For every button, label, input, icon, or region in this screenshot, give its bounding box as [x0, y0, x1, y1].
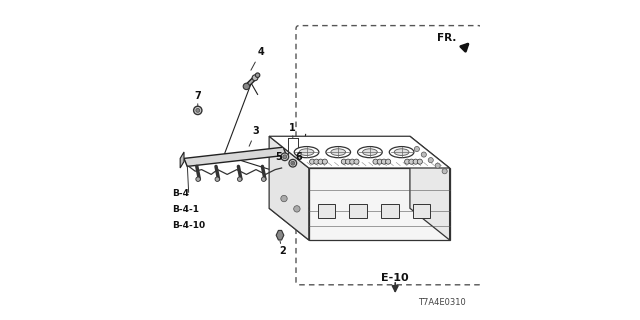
Circle shape — [414, 147, 419, 152]
Circle shape — [349, 159, 355, 164]
Text: 3: 3 — [249, 125, 259, 146]
Ellipse shape — [394, 149, 409, 156]
Circle shape — [417, 159, 422, 164]
Circle shape — [341, 159, 346, 164]
Polygon shape — [184, 147, 287, 166]
Circle shape — [413, 159, 418, 164]
Circle shape — [255, 73, 260, 77]
Ellipse shape — [326, 147, 351, 158]
Circle shape — [310, 159, 315, 164]
Polygon shape — [269, 136, 309, 240]
Circle shape — [237, 177, 242, 181]
Circle shape — [354, 159, 359, 164]
Circle shape — [252, 75, 258, 81]
Circle shape — [196, 108, 200, 112]
Circle shape — [196, 177, 200, 181]
Circle shape — [428, 157, 433, 163]
Polygon shape — [317, 204, 335, 219]
Circle shape — [385, 159, 390, 164]
Ellipse shape — [389, 147, 414, 158]
Circle shape — [381, 159, 387, 164]
Text: B-4-10: B-4-10 — [172, 221, 205, 230]
Ellipse shape — [358, 147, 382, 158]
Circle shape — [377, 159, 382, 164]
Circle shape — [318, 159, 323, 164]
Circle shape — [421, 152, 426, 157]
Circle shape — [409, 159, 414, 164]
Text: E-10: E-10 — [381, 273, 409, 284]
Text: 1: 1 — [289, 123, 296, 138]
Circle shape — [243, 83, 250, 90]
Polygon shape — [269, 136, 450, 168]
Text: 5: 5 — [276, 152, 282, 163]
Circle shape — [291, 161, 294, 165]
Circle shape — [346, 159, 351, 164]
Polygon shape — [381, 204, 399, 219]
Polygon shape — [410, 136, 450, 240]
Polygon shape — [269, 208, 450, 240]
Polygon shape — [413, 204, 430, 219]
Text: B-4-1: B-4-1 — [172, 205, 199, 214]
Circle shape — [373, 159, 378, 164]
Polygon shape — [180, 152, 184, 168]
Text: FR.: FR. — [436, 33, 456, 44]
Circle shape — [281, 195, 287, 202]
Text: 2: 2 — [279, 241, 286, 256]
Circle shape — [283, 155, 287, 159]
Ellipse shape — [362, 149, 378, 156]
Ellipse shape — [294, 147, 319, 158]
Text: 7: 7 — [195, 91, 201, 106]
Circle shape — [289, 159, 296, 167]
Circle shape — [323, 159, 328, 164]
Ellipse shape — [331, 149, 346, 156]
Circle shape — [193, 106, 202, 115]
Polygon shape — [349, 204, 367, 219]
Text: 6: 6 — [292, 152, 303, 163]
Circle shape — [294, 206, 300, 212]
Circle shape — [314, 159, 319, 164]
Circle shape — [281, 153, 289, 161]
Text: 4: 4 — [251, 47, 264, 70]
Circle shape — [404, 159, 410, 164]
Polygon shape — [276, 230, 284, 240]
Text: T7A4E0310: T7A4E0310 — [418, 298, 465, 307]
Circle shape — [215, 177, 220, 181]
Ellipse shape — [299, 149, 314, 156]
Polygon shape — [309, 168, 450, 240]
Text: B-4: B-4 — [172, 189, 189, 198]
Circle shape — [442, 169, 447, 174]
Circle shape — [435, 163, 440, 168]
Circle shape — [262, 177, 266, 181]
